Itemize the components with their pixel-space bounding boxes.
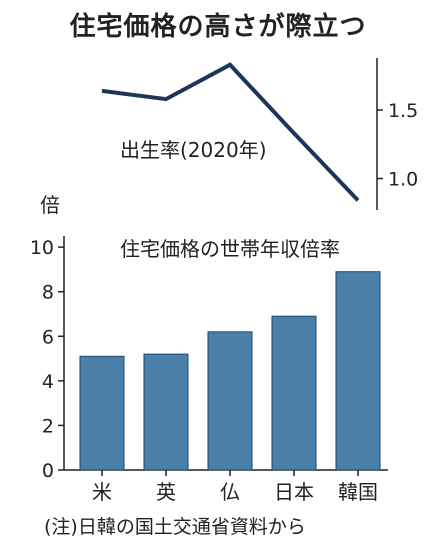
bar-4 (335, 271, 381, 471)
bar-2 (207, 331, 253, 471)
bar-y-tick-label: 8 (42, 282, 54, 304)
line-y-tick-label: 1.0 (388, 169, 418, 191)
bar-1 (143, 353, 189, 471)
bar-y-tick-label: 10 (30, 237, 54, 259)
chart-title: 住宅価格の高さが際立つ (69, 12, 367, 42)
birth-rate-line-chart: 出生率(2020年) 1.5 1.0 (101, 58, 418, 210)
x-category-label: 米 (92, 480, 112, 504)
bar-3 (271, 315, 317, 471)
birth-rate-series-line (101, 62, 360, 202)
line-y-tick-label: 1.5 (388, 100, 418, 122)
x-category-label: 英 (156, 480, 176, 504)
bar-y-tick-label: 0 (42, 460, 54, 482)
x-category-label: 日本 (274, 480, 314, 504)
bar-series-label: 住宅価格の世帯年収倍率 (120, 237, 340, 261)
bar-y-tick-label: 6 (42, 326, 54, 348)
bar-0 (79, 355, 125, 471)
bar-y-tick-label: 4 (42, 371, 54, 393)
line-series-label: 出生率(2020年) (120, 138, 267, 162)
bar-y-tick-label: 2 (42, 415, 54, 437)
x-category-label: 韓国 (338, 480, 378, 504)
housing-price-bar-chart: 倍 住宅価格の世帯年収倍率 0 2 4 6 8 10 米 英 仏 日本 韓国 (30, 193, 388, 504)
bar-y-axis-unit: 倍 (40, 193, 60, 217)
x-category-label: 仏 (220, 480, 240, 504)
source-note: (注)日韓の国土交通省資料から (44, 516, 306, 538)
